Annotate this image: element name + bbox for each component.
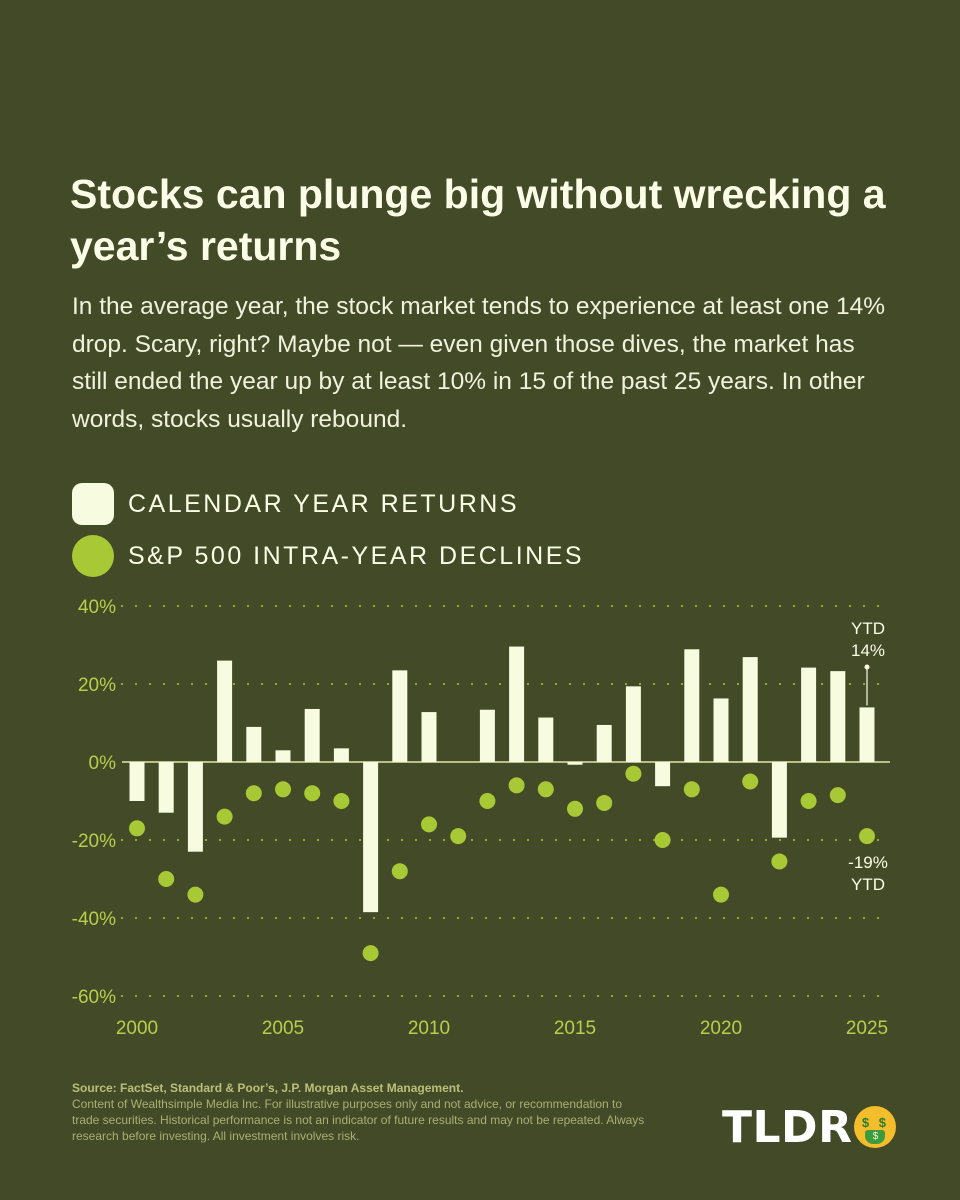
bar-2004 xyxy=(246,726,262,762)
dot-2008 xyxy=(362,945,379,962)
dot-2023 xyxy=(800,793,817,809)
dots-layer xyxy=(129,765,875,962)
bar-2023 xyxy=(801,667,817,762)
annotation-decline-value: -19% xyxy=(848,853,888,872)
tldr-logo: TLDR $ $ $ xyxy=(722,1101,897,1153)
bar-2009 xyxy=(392,670,408,762)
dot-2005 xyxy=(275,781,291,798)
x-tick-label: 2025 xyxy=(846,1018,888,1039)
dot-2018 xyxy=(654,832,671,848)
dot-2014 xyxy=(537,781,554,798)
bar-2020 xyxy=(713,698,729,762)
logo-face-mouth: $ xyxy=(865,1130,886,1144)
bar-2013 xyxy=(509,646,525,762)
bar-2006 xyxy=(304,708,320,762)
bar-2022 xyxy=(771,762,787,838)
dot-2009 xyxy=(391,863,408,880)
bar-2003 xyxy=(217,660,233,762)
y-tick-label: 40% xyxy=(78,597,116,618)
legend-item-declines: S&P 500 INTRA-YEAR DECLINES xyxy=(72,535,584,577)
x-tick-label: 2005 xyxy=(262,1018,304,1039)
dot-2002 xyxy=(187,886,204,903)
logo-face-eyes: $ $ xyxy=(861,1115,889,1130)
x-tick-label: 2000 xyxy=(116,1018,158,1039)
dot-2017 xyxy=(625,765,642,782)
bar-2010 xyxy=(421,712,437,762)
dot-2015 xyxy=(567,800,583,817)
dot-2003 xyxy=(216,808,233,825)
legend-swatch-returns xyxy=(72,483,114,525)
dot-2019 xyxy=(683,781,700,798)
dot-2021 xyxy=(742,773,759,790)
legend-swatch-declines xyxy=(72,535,114,577)
x-tick-label: 2015 xyxy=(554,1018,596,1039)
annotation-decline-ytd: YTD xyxy=(851,875,885,894)
y-tick-label: -20% xyxy=(72,831,116,852)
annotation-ytd-label: YTD xyxy=(851,619,885,638)
dot-2022 xyxy=(771,853,788,870)
dot-2016 xyxy=(596,794,613,811)
legend-label-declines: S&P 500 INTRA-YEAR DECLINES xyxy=(128,541,585,570)
bar-2000 xyxy=(129,762,145,801)
money-mouth-face-icon: $ $ $ xyxy=(854,1106,897,1148)
bar-2017 xyxy=(625,686,641,762)
dot-2025 xyxy=(859,828,875,845)
dot-2006 xyxy=(304,785,321,802)
bar-2005 xyxy=(275,750,291,762)
returns-chart: 40% 20% 0% -20% -40% -60%2000 2005 2010 2015 2020… xyxy=(72,597,891,1039)
chart-title: Stocks can plunge big without wrecking a… xyxy=(70,171,886,269)
bar-2021 xyxy=(742,657,758,762)
labels-layer: 40% 20% 0% -20% -40% -60%2000 2005 2010 2015 2020… xyxy=(72,597,889,1039)
disclaimer-text: Content of Wealthsimple Media Inc. For i… xyxy=(72,1097,645,1143)
bar-2008 xyxy=(363,762,379,913)
bar-2025 xyxy=(859,707,875,762)
dot-2012 xyxy=(479,793,496,809)
dot-2020 xyxy=(713,886,729,903)
y-tick-label: -40% xyxy=(72,909,116,930)
bar-2019 xyxy=(684,649,700,762)
bar-2024 xyxy=(830,671,846,762)
bar-2015 xyxy=(567,762,583,765)
dot-2000 xyxy=(129,820,145,837)
legend-item-returns: CALENDAR YEAR RETURNS xyxy=(72,483,519,525)
bar-2014 xyxy=(538,717,554,762)
dot-2013 xyxy=(508,777,525,794)
y-tick-label: -60% xyxy=(72,987,116,1008)
logo-text: TLDR xyxy=(722,1101,853,1153)
chart-subtitle: In the average year, the stock market te… xyxy=(72,293,886,433)
bar-2002 xyxy=(187,762,203,852)
y-tick-label: 20% xyxy=(78,675,116,696)
bar-2007 xyxy=(333,748,349,762)
x-tick-label: 2010 xyxy=(408,1018,450,1039)
dot-2011 xyxy=(450,828,467,845)
dot-2010 xyxy=(421,816,437,833)
dot-2024 xyxy=(829,787,846,804)
legend-label-returns: CALENDAR YEAR RETURNS xyxy=(128,489,520,518)
x-tick-label: 2020 xyxy=(700,1018,742,1039)
annotation-leader-dot xyxy=(864,664,870,670)
bar-2016 xyxy=(596,724,612,762)
annotation-ytd-value: 14% xyxy=(851,641,885,660)
dot-2001 xyxy=(158,871,175,887)
bar-2001 xyxy=(158,762,174,813)
y-tick-label: 0% xyxy=(89,753,117,774)
source-line: Source: FactSet, Standard & Poor’s, J.P.… xyxy=(72,1081,464,1095)
bars-layer xyxy=(129,646,875,913)
dot-2007 xyxy=(333,793,350,809)
dot-2004 xyxy=(245,785,262,802)
source-block: Source: FactSet, Standard & Poor’s, J.P.… xyxy=(72,1080,652,1144)
bar-2018 xyxy=(655,762,671,787)
bar-2012 xyxy=(479,709,495,762)
